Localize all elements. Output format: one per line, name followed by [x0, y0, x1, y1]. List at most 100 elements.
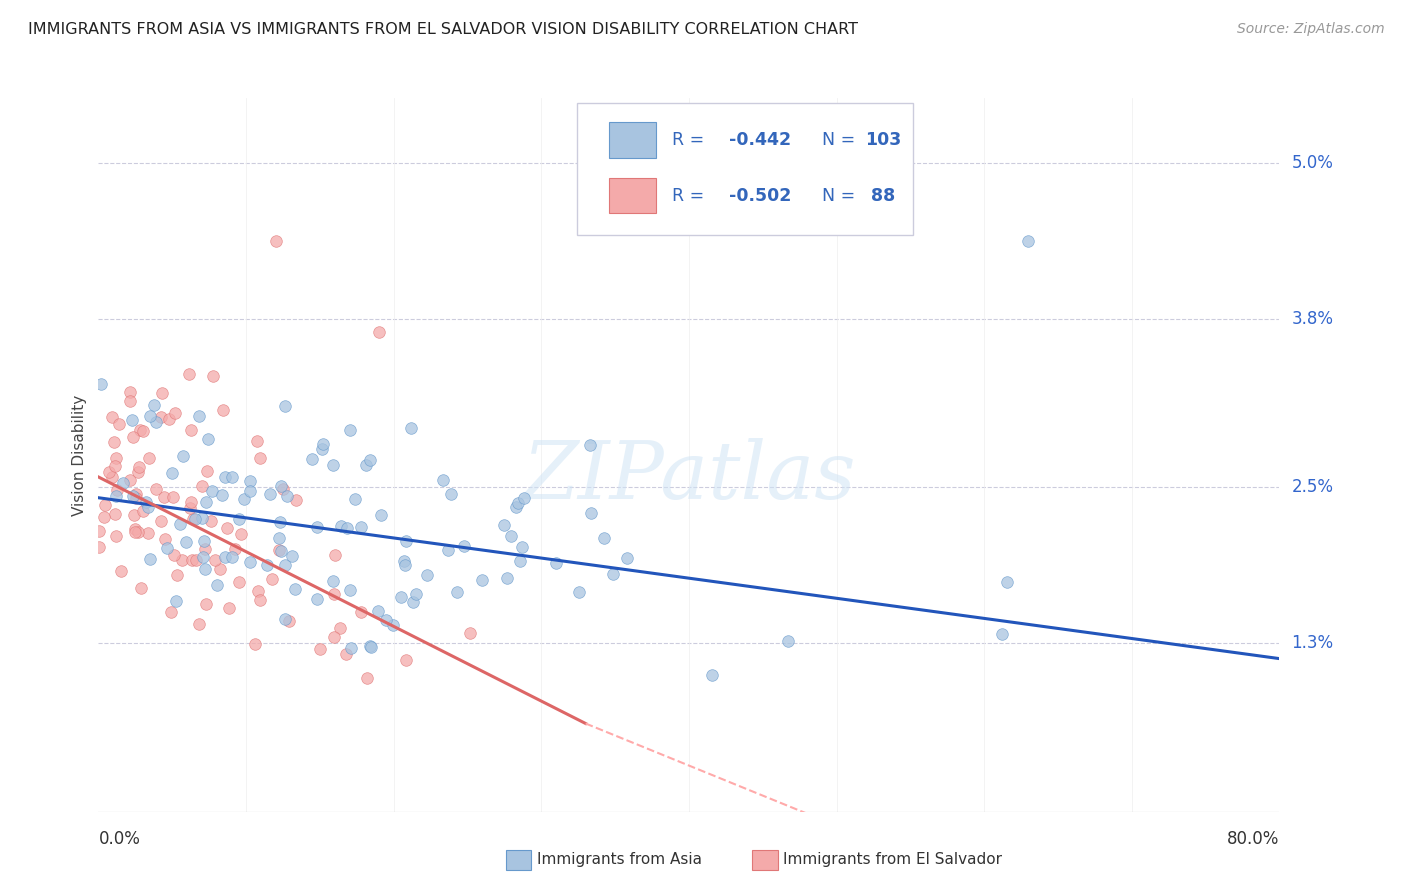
Point [195, 495, 218, 509]
Point [150, 410, 173, 425]
Point [492, 517, 515, 532]
Text: 0.0%: 0.0% [98, 830, 141, 847]
Point [311, 442, 333, 457]
Point [221, 550, 243, 565]
Point [104, 507, 127, 521]
Point [405, 586, 427, 600]
Point [93, 509, 115, 524]
Point [309, 641, 332, 656]
Point [204, 552, 226, 566]
Point [125, 491, 148, 505]
Point [218, 601, 240, 615]
Point [339, 423, 361, 437]
Point [122, 508, 145, 522]
Point [394, 558, 416, 573]
Point [367, 604, 389, 618]
Point [995, 575, 1018, 590]
Point [211, 487, 233, 501]
Point [180, 423, 202, 437]
Point [136, 526, 159, 541]
Point [191, 511, 214, 525]
Point [179, 367, 201, 381]
Point [270, 543, 292, 558]
Point [991, 627, 1014, 641]
Point [214, 549, 236, 564]
Point [505, 500, 527, 515]
Point [166, 567, 188, 582]
Point [163, 548, 186, 562]
Point [150, 385, 173, 400]
Point [121, 489, 143, 503]
Point [513, 491, 536, 505]
Point [129, 423, 152, 437]
Point [354, 458, 377, 472]
Text: -0.502: -0.502 [730, 186, 792, 204]
Point [105, 451, 128, 466]
Point [239, 555, 262, 569]
Point [162, 466, 184, 480]
Text: R =: R = [672, 186, 710, 204]
Point [245, 637, 267, 651]
Point [470, 573, 492, 587]
Point [307, 592, 329, 607]
Point [392, 554, 415, 568]
Point [458, 626, 481, 640]
Point [103, 435, 125, 450]
Point [322, 458, 344, 473]
Point [194, 597, 217, 611]
Point [174, 535, 197, 549]
Point [616, 550, 638, 565]
Point [344, 491, 367, 506]
Point [276, 489, 298, 503]
Point [432, 474, 454, 488]
Point [202, 368, 225, 383]
Point [100, 470, 122, 484]
Text: 80.0%: 80.0% [1227, 830, 1279, 847]
Point [499, 529, 522, 543]
Point [128, 459, 150, 474]
Point [184, 553, 207, 567]
Text: 88: 88 [865, 186, 896, 204]
Point [121, 413, 143, 427]
Text: IMMIGRANTS FROM ASIA VS IMMIGRANTS FROM EL SALVADOR VISION DISABILITY CORRELATIO: IMMIGRANTS FROM ASIA VS IMMIGRANTS FROM … [28, 22, 858, 37]
Point [339, 582, 361, 597]
Text: Source: ZipAtlas.com: Source: ZipAtlas.com [1237, 22, 1385, 37]
Point [200, 514, 222, 528]
FancyBboxPatch shape [609, 178, 655, 213]
Point [212, 402, 235, 417]
Point [285, 493, 308, 508]
Point [269, 542, 291, 557]
Text: 2.5%: 2.5% [1291, 478, 1333, 496]
Point [124, 524, 146, 539]
Point [105, 483, 128, 497]
Point [150, 514, 173, 528]
Point [399, 421, 422, 435]
Point [153, 532, 176, 546]
Point [179, 501, 201, 516]
Point [98, 465, 121, 479]
Point [374, 614, 396, 628]
Point [323, 549, 346, 563]
Point [544, 557, 567, 571]
Point [165, 594, 187, 608]
Point [215, 521, 238, 535]
Point [510, 541, 533, 555]
Point [281, 549, 304, 563]
Text: 5.0%: 5.0% [1291, 154, 1333, 172]
Point [159, 605, 181, 619]
Point [108, 417, 131, 431]
Point [416, 568, 439, 582]
Point [322, 630, 344, 644]
Point [259, 487, 281, 501]
Point [269, 515, 291, 529]
Point [239, 474, 262, 488]
Point [118, 385, 141, 400]
Point [214, 470, 236, 484]
Point [221, 470, 243, 484]
Point [159, 411, 181, 425]
Point [267, 531, 290, 545]
Point [350, 605, 373, 619]
Point [395, 533, 418, 548]
Point [446, 585, 468, 599]
Point [135, 494, 157, 508]
